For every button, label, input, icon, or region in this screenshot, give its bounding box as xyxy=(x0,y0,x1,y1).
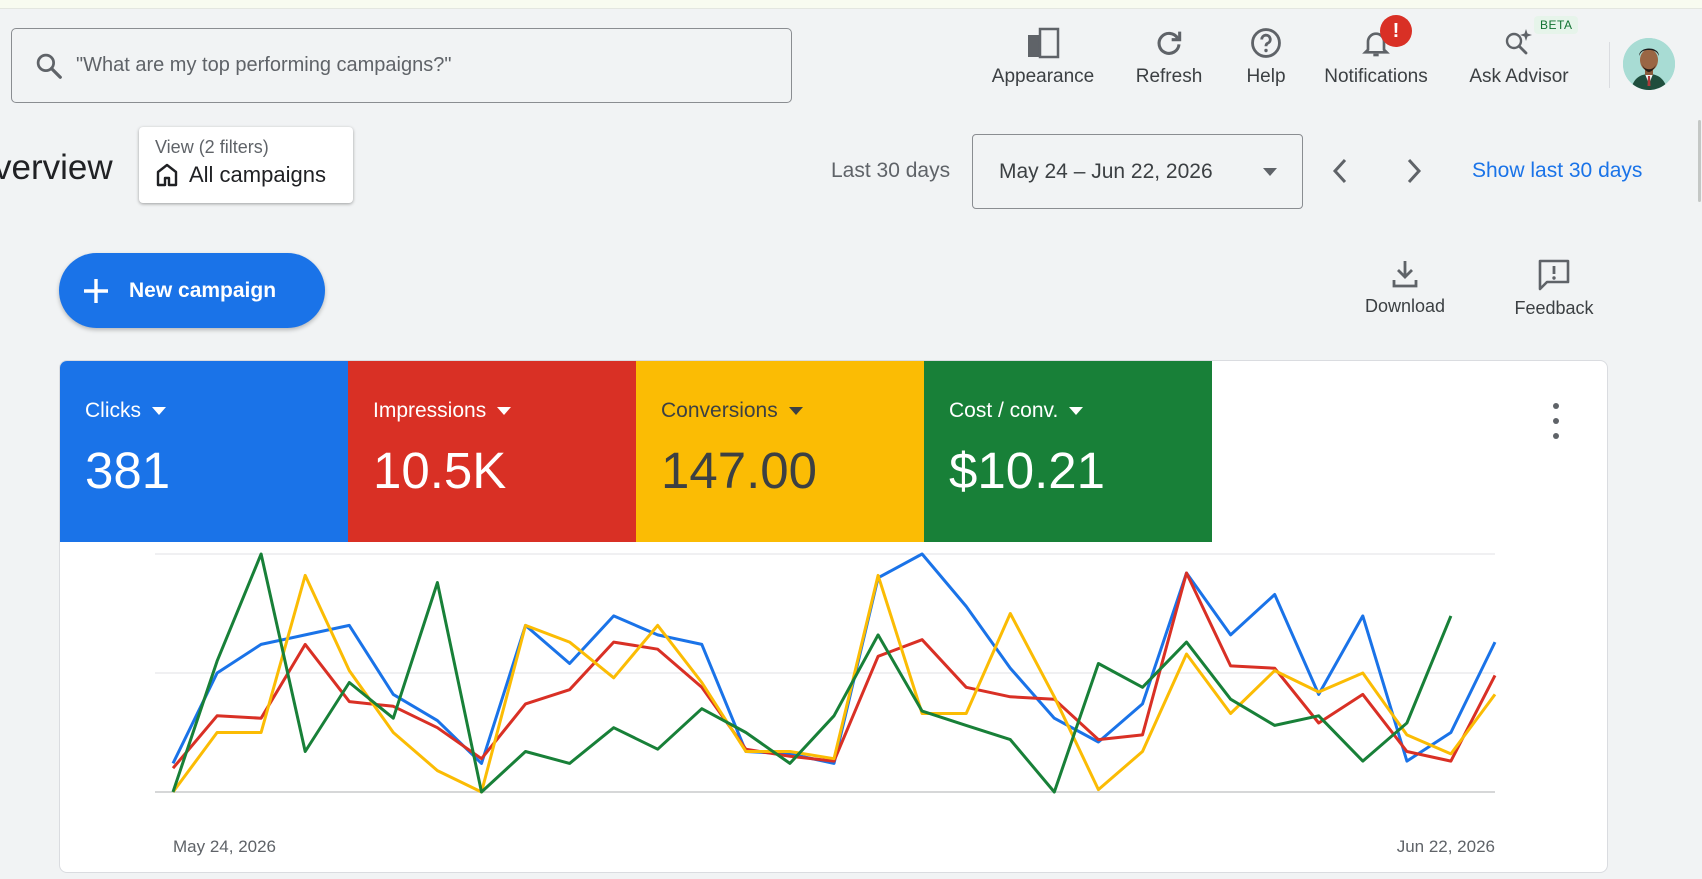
help-label: Help xyxy=(1246,66,1286,87)
help-button[interactable]: Help xyxy=(1243,20,1289,95)
metric-name: Conversions xyxy=(661,399,778,422)
previous-period-button[interactable] xyxy=(1322,153,1358,189)
metric-name: Clicks xyxy=(85,399,141,422)
metric-value: 10.5K xyxy=(373,442,507,499)
ask-advisor-button[interactable]: BETA Ask Advisor xyxy=(1466,16,1579,95)
chevron-left-icon xyxy=(1332,158,1347,184)
search-icon xyxy=(36,53,62,79)
next-period-button[interactable] xyxy=(1396,153,1432,189)
view-filter-selector[interactable]: View (2 filters) All campaigns xyxy=(139,127,353,203)
avatar-image xyxy=(1623,38,1675,90)
new-campaign-label: New campaign xyxy=(129,278,277,302)
metric-tile-cost-per-conversion[interactable]: Cost / conv. $10.21 xyxy=(924,361,1212,542)
metric-value: 381 xyxy=(85,442,171,499)
performance-card: Clicks 381 Impressions 10.5K Conversions… xyxy=(59,360,1608,873)
avatar[interactable] xyxy=(1623,38,1675,90)
x-axis-start-label: May 24, 2026 xyxy=(173,837,276,856)
metric-tile-clicks[interactable]: Clicks 381 xyxy=(60,361,348,542)
metric-tile-impressions[interactable]: Impressions 10.5K xyxy=(348,361,636,542)
chevron-down-icon xyxy=(152,407,166,415)
help-icon xyxy=(1251,28,1281,58)
series-line-1 xyxy=(171,571,1497,770)
series-line-0 xyxy=(171,552,1497,765)
top-strip xyxy=(0,0,1702,9)
refresh-icon xyxy=(1157,31,1182,55)
more-options-button[interactable] xyxy=(1546,403,1566,439)
appearance-button[interactable]: Appearance xyxy=(991,20,1095,95)
plus-icon xyxy=(84,278,108,303)
download-icon xyxy=(1392,261,1418,288)
notifications-button[interactable]: ! Notifications xyxy=(1318,15,1434,95)
view-filter-label: View (2 filters) xyxy=(155,137,269,157)
view-filter-value: All campaigns xyxy=(189,162,326,187)
feedback-icon xyxy=(1538,259,1570,291)
chevron-down-icon xyxy=(1263,168,1277,176)
building-icon xyxy=(156,163,178,187)
feedback-label: Feedback xyxy=(1514,298,1594,318)
bell-icon xyxy=(1362,32,1390,57)
series-line-3 xyxy=(171,552,1453,794)
metric-name: Cost / conv. xyxy=(949,399,1059,422)
search-bar[interactable] xyxy=(11,28,792,103)
x-axis-end-label: Jun 22, 2026 xyxy=(1397,837,1495,856)
date-range-label: Last 30 days xyxy=(831,159,951,182)
series-line-2 xyxy=(171,573,1497,794)
metric-name: Impressions xyxy=(373,399,487,422)
advisor-icon xyxy=(1505,29,1532,55)
notifications-label: Notifications xyxy=(1324,66,1428,87)
chevron-right-icon xyxy=(1407,158,1422,184)
date-range-value: May 24 – Jun 22, 2026 xyxy=(999,159,1213,183)
metric-value: $10.21 xyxy=(949,442,1105,499)
page-title: verview xyxy=(0,148,113,187)
refresh-label: Refresh xyxy=(1135,66,1203,87)
beta-badge: BETA xyxy=(1534,16,1579,34)
chevron-down-icon xyxy=(788,407,803,415)
chevron-down-icon xyxy=(1069,407,1084,415)
feedback-button[interactable]: Feedback xyxy=(1509,258,1599,319)
new-campaign-button[interactable]: New campaign xyxy=(59,253,325,328)
appearance-label: Appearance xyxy=(991,66,1095,87)
toolbar-divider xyxy=(1609,42,1610,88)
more-vert-icon xyxy=(1553,403,1559,409)
download-button[interactable]: Download xyxy=(1359,258,1451,317)
metric-tile-conversions[interactable]: Conversions 147.00 xyxy=(636,361,924,542)
refresh-button[interactable]: Refresh xyxy=(1133,20,1205,95)
show-last-30-days-link[interactable]: Show last 30 days xyxy=(1472,159,1643,182)
appearance-icon xyxy=(1028,27,1060,59)
scrollbar[interactable] xyxy=(1698,120,1701,202)
metric-value: 147.00 xyxy=(661,442,817,499)
ask-advisor-label: Ask Advisor xyxy=(1469,66,1569,87)
notification-badge: ! xyxy=(1380,15,1412,47)
chart-series xyxy=(171,552,1497,794)
performance-line-chart: May 24, 2026 Jun 22, 2026 xyxy=(155,552,1497,856)
search-input[interactable] xyxy=(76,54,736,77)
download-label: Download xyxy=(1364,296,1446,316)
date-range-selector[interactable]: May 24 – Jun 22, 2026 xyxy=(972,134,1303,209)
chevron-down-icon xyxy=(497,407,512,415)
